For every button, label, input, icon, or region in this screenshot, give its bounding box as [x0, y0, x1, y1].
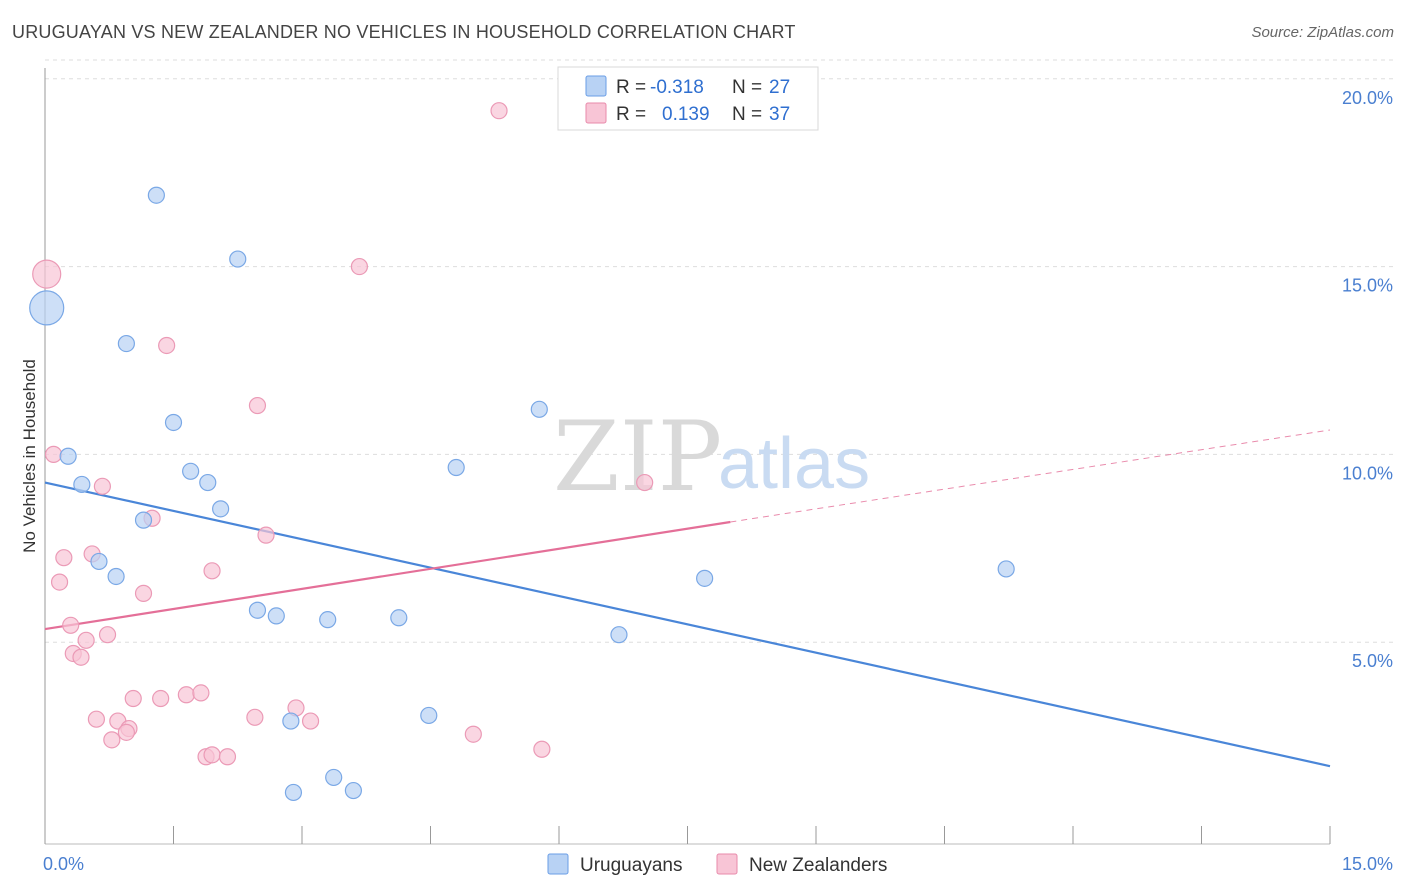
trend-line-uruguayans	[44, 481, 1331, 768]
point-new-zealanders-12	[203, 562, 221, 580]
point-uruguayans-0	[29, 290, 65, 326]
point-new-zealanders-25	[87, 710, 106, 728]
series-legend-uruguayans: Uruguayans	[580, 855, 682, 876]
trend-line-new-zealanders-extension	[730, 429, 1331, 523]
y-axis-label: No Vehicles in Household	[20, 359, 39, 553]
point-new-zealanders-20	[124, 689, 142, 708]
point-uruguayans-9	[199, 473, 217, 492]
point-new-zealanders-5	[44, 445, 63, 463]
point-new-zealanders-17	[77, 631, 95, 649]
y-tick-label-0: 5.0%	[1352, 651, 1393, 671]
point-new-zealanders-7	[636, 473, 654, 492]
legend-n-label-1: N =	[732, 77, 762, 98]
point-uruguayans-25	[284, 783, 303, 802]
legend-swatch-new-zealanders	[585, 102, 607, 124]
x-tick-label-1: 15.0%	[1342, 854, 1393, 874]
point-new-zealanders-14	[134, 584, 153, 602]
legend-r-value-1: -0.318	[650, 77, 704, 98]
data-points	[29, 102, 1015, 802]
point-new-zealanders-32	[464, 725, 482, 743]
y-tick-label-2: 15.0%	[1342, 276, 1393, 296]
chart-title: URUGUAYAN VS NEW ZEALANDER NO VEHICLES I…	[12, 22, 796, 42]
point-uruguayans-4	[164, 413, 183, 432]
point-uruguayans-23	[282, 712, 300, 730]
point-uruguayans-13	[90, 552, 108, 571]
point-uruguayans-20	[390, 609, 408, 627]
point-new-zealanders-10	[55, 549, 73, 567]
point-new-zealanders-31	[103, 731, 121, 749]
legend-n-label-2: N =	[732, 104, 762, 125]
y-tick-label-3: 20.0%	[1342, 88, 1393, 108]
point-new-zealanders-23	[192, 684, 210, 702]
y-tick-label-1: 10.0%	[1342, 463, 1393, 483]
point-uruguayans-19	[319, 611, 337, 629]
point-uruguayans-12	[134, 511, 153, 529]
point-uruguayans-14	[107, 567, 125, 586]
watermark: ZIP atlas	[553, 401, 870, 513]
point-uruguayans-22	[420, 706, 438, 725]
point-new-zealanders-3	[158, 336, 176, 355]
point-new-zealanders-22	[177, 686, 195, 704]
watermark-zip: ZIP	[553, 401, 722, 513]
point-new-zealanders-9	[257, 526, 275, 544]
point-uruguayans-11	[212, 500, 230, 518]
point-uruguayans-15	[997, 560, 1015, 578]
series-legend-swatch-new-zealanders	[716, 853, 738, 875]
series-legend-new-zealanders: New Zealanders	[749, 855, 887, 876]
legend-n-value-2: 37	[769, 104, 790, 125]
watermark-atlas: atlas	[718, 424, 870, 504]
point-new-zealanders-30	[117, 723, 135, 741]
point-new-zealanders-4	[248, 396, 267, 415]
point-uruguayans-26	[344, 781, 362, 800]
point-uruguayans-10	[447, 458, 465, 477]
point-new-zealanders-0	[32, 259, 62, 289]
trend-lines	[44, 429, 1331, 768]
point-new-zealanders-15	[62, 616, 80, 634]
grid-lines	[45, 59, 1395, 643]
legend-r-label-1: R =	[616, 77, 646, 98]
source-label: Source: ZipAtlas.com	[1251, 24, 1394, 41]
point-new-zealanders-33	[533, 740, 551, 758]
point-uruguayans-16	[696, 569, 714, 587]
point-new-zealanders-28	[301, 712, 320, 730]
point-new-zealanders-13	[50, 573, 69, 591]
point-uruguayans-17	[248, 601, 267, 619]
legend-r-label-2: R =	[616, 104, 646, 125]
point-uruguayans-3	[117, 334, 135, 353]
point-uruguayans-18	[267, 607, 285, 625]
point-uruguayans-6	[59, 447, 77, 465]
point-uruguayans-2	[229, 250, 247, 268]
point-new-zealanders-6	[93, 477, 111, 495]
point-uruguayans-8	[182, 462, 200, 480]
point-new-zealanders-2	[350, 257, 368, 276]
point-uruguayans-1	[147, 186, 165, 204]
axes: 5.0% 10.0% 15.0% 20.0% 0.0% 15.0%	[43, 68, 1393, 874]
correlation-legend: R = -0.318 N = 27 R = 0.139 N = 37	[557, 66, 819, 131]
point-new-zealanders-21	[152, 689, 170, 708]
point-uruguayans-24	[325, 768, 343, 787]
legend-r-value-2: 0.139	[662, 104, 710, 125]
point-new-zealanders-19	[72, 648, 90, 666]
point-new-zealanders-27	[246, 708, 264, 726]
point-uruguayans-21	[610, 626, 628, 644]
legend-swatch-uruguayans	[585, 75, 607, 97]
point-uruguayans-5	[530, 400, 548, 418]
point-uruguayans-7	[73, 475, 91, 494]
x-tick-label-0: 0.0%	[43, 854, 84, 874]
point-new-zealanders-16	[98, 626, 117, 644]
legend-n-value-1: 27	[769, 77, 790, 98]
series-legend-swatch-uruguayans	[547, 853, 569, 875]
point-new-zealanders-1	[490, 102, 508, 120]
point-new-zealanders-35	[203, 746, 221, 764]
series-legend: Uruguayans New Zealanders	[547, 853, 887, 876]
trend-line-new-zealanders	[44, 520, 731, 631]
point-new-zealanders-36	[218, 748, 237, 766]
